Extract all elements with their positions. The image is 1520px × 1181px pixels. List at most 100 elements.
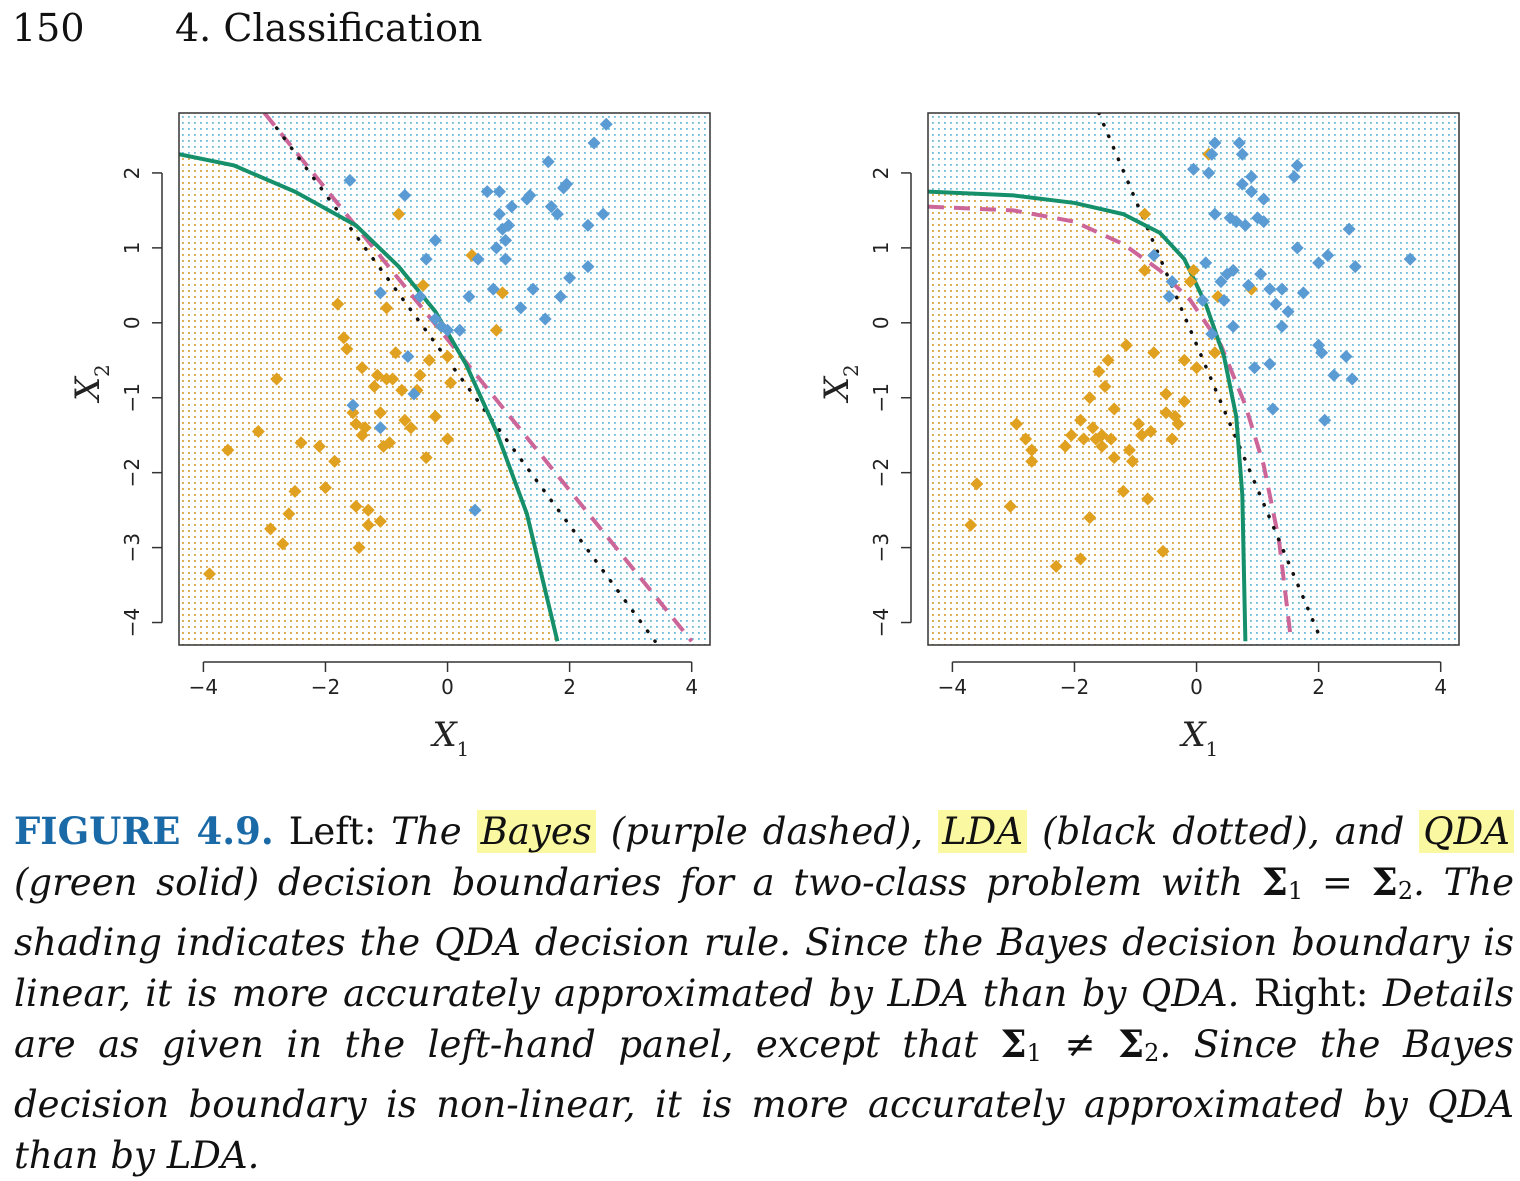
blue-point <box>599 117 613 131</box>
orange-point <box>1177 394 1191 408</box>
blue-point <box>1226 263 1240 277</box>
orange-point <box>444 376 458 390</box>
orange-point <box>373 514 387 528</box>
bayes-boundary <box>928 204 1294 642</box>
blue-point <box>1226 320 1240 334</box>
caption-text-5: . The shading indicates the QDA decision… <box>14 861 1514 1015</box>
orange-point <box>1092 365 1106 379</box>
orange-point <box>270 372 284 386</box>
x-axis-title: X <box>1179 715 1208 755</box>
shade-orange-region <box>928 191 1246 645</box>
blue-point <box>1342 222 1356 236</box>
orange-point <box>203 567 217 581</box>
orange-point <box>392 207 406 221</box>
orange-point <box>413 368 427 382</box>
orange-point <box>1098 379 1112 393</box>
shade-group <box>928 191 1246 645</box>
blue-point <box>489 241 503 255</box>
blue-point <box>544 200 558 214</box>
x-axis-title: X <box>430 715 459 755</box>
qda-boundary <box>179 152 560 642</box>
y-axis-title: X <box>817 375 857 404</box>
blue-point <box>587 136 601 150</box>
x-tick-label: 2 <box>563 675 576 699</box>
orange-point <box>1025 454 1039 468</box>
blue-point <box>499 233 513 247</box>
blue-point <box>1162 290 1176 304</box>
orange-point <box>352 541 366 555</box>
orange-point <box>1183 275 1197 289</box>
orange-point <box>404 421 418 435</box>
highlight-qda: QDA <box>1419 810 1514 853</box>
blue-point <box>343 173 357 187</box>
orange-point <box>964 518 978 532</box>
orange-point <box>386 372 400 386</box>
caption-text-4: (green solid) decision boundaries for a … <box>14 861 1244 904</box>
blue-point <box>1205 147 1219 161</box>
blue-point <box>401 350 415 364</box>
plot-frame <box>927 112 1460 646</box>
blue-point <box>398 188 412 202</box>
orange-point <box>251 424 265 438</box>
blue-point <box>1187 162 1200 176</box>
blue-point <box>1263 282 1277 296</box>
blue-point <box>1266 402 1280 416</box>
orange-point <box>1159 387 1173 401</box>
blue-point <box>1196 293 1210 307</box>
y-tick-label: −3 <box>120 533 144 562</box>
blue-point <box>1248 361 1262 375</box>
orange-point <box>1095 439 1109 453</box>
blue-point <box>560 177 574 191</box>
orange-point <box>1125 454 1139 468</box>
x-tick-label: −4 <box>189 675 218 699</box>
orange-point <box>398 413 412 427</box>
boundary-group <box>179 113 694 644</box>
running-head: 150 4. Classification <box>12 6 482 50</box>
page-number: 150 <box>12 6 85 50</box>
blue-point <box>1257 192 1271 206</box>
blue-point <box>413 290 427 304</box>
orange-point <box>1058 439 1072 453</box>
blue-point <box>373 286 387 300</box>
blue-point <box>526 282 540 296</box>
blue-point <box>428 233 442 247</box>
blue-point <box>1281 305 1295 319</box>
blue-point <box>1244 170 1258 184</box>
blue-point <box>1263 357 1277 371</box>
highlight-bayes: Bayes <box>476 810 596 853</box>
blue-point <box>1275 320 1289 334</box>
y-tick-label: 1 <box>120 242 144 255</box>
caption-text-6: Details are as given in the left-hand pa… <box>14 972 1515 1066</box>
orange-point <box>1156 544 1170 558</box>
orange-point <box>395 383 409 397</box>
x-tick-label: 0 <box>441 675 454 699</box>
orange-point <box>1077 432 1091 446</box>
blue-point <box>1312 256 1326 270</box>
orange-point <box>1147 346 1161 360</box>
orange-point <box>1107 402 1121 416</box>
blue-point <box>346 398 360 412</box>
x-tick-label: 0 <box>1190 675 1203 699</box>
y-tick-label: −4 <box>869 608 893 637</box>
orange-point <box>1119 338 1133 352</box>
orange-point <box>1138 207 1152 221</box>
plot-frame <box>178 112 711 646</box>
orange-point <box>970 477 984 491</box>
blue-point <box>581 218 595 232</box>
boundary-group <box>928 113 1324 644</box>
orange-point <box>416 278 430 292</box>
y-tick-label: 2 <box>120 167 144 180</box>
orange-point <box>1101 353 1115 367</box>
orange-point <box>1074 413 1088 427</box>
x-tick-label: −2 <box>311 675 340 699</box>
y-tick-label: 1 <box>869 242 893 255</box>
y-axis-subscript: 2 <box>90 364 114 377</box>
blue-point <box>1208 136 1222 150</box>
orange-point <box>419 451 433 465</box>
equation-sigma-equal: Σ1 = Σ2 <box>1261 860 1414 905</box>
shade-orange-region <box>179 154 558 645</box>
orange-point <box>383 436 397 450</box>
blue-point <box>550 207 564 221</box>
blue-point <box>563 271 577 285</box>
